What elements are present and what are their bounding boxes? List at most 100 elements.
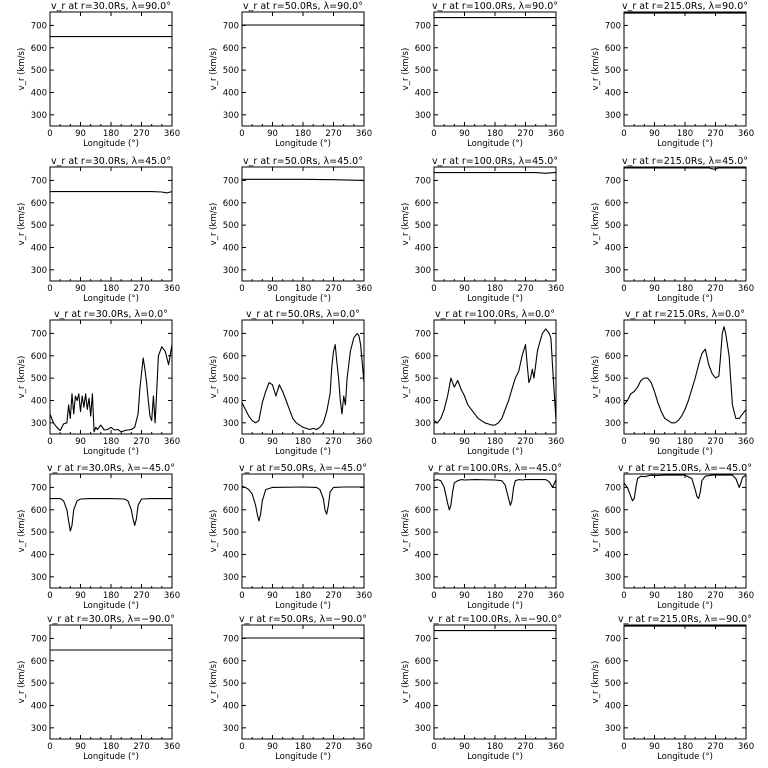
x-tick-label: 0 (621, 129, 626, 139)
x-tick-label: 90 (75, 591, 86, 601)
x-tick-label: 180 (487, 284, 503, 294)
x-axis-label: Longitude (°) (83, 752, 139, 762)
x-axis-label: Longitude (°) (467, 752, 523, 762)
y-tick-label: 700 (605, 176, 621, 186)
y-tick-label: 500 (31, 66, 47, 76)
y-tick-label: 300 (223, 419, 239, 429)
x-tick-label: 270 (517, 437, 533, 447)
panel-title: v_r at r=30.0Rs, λ=45.0° (51, 156, 171, 167)
x-tick-label: 90 (267, 591, 278, 601)
x-axis-label: Longitude (°) (275, 447, 331, 457)
x-tick-label: 180 (295, 591, 311, 601)
x-axis-label: Longitude (°) (657, 294, 713, 304)
plot-frame (433, 624, 557, 740)
x-tick-label: 90 (75, 437, 86, 447)
x-tick-label: 90 (459, 742, 470, 752)
plot-frame (241, 319, 365, 435)
y-tick-label: 400 (605, 243, 621, 253)
x-tick-label: 360 (164, 437, 180, 447)
y-tick-label: 400 (31, 88, 47, 98)
x-tick-label: 180 (487, 129, 503, 139)
y-tick-label: 600 (223, 352, 239, 362)
y-tick-label: 500 (415, 679, 431, 689)
y-tick-label: 400 (415, 88, 431, 98)
x-tick-label: 180 (677, 437, 693, 447)
x-tick-label: 270 (707, 284, 723, 294)
y-tick-label: 300 (31, 111, 47, 121)
x-tick-label: 90 (75, 284, 86, 294)
y-axis-label: v_r (km/s) (17, 203, 27, 246)
panel-title: v_r at r=215.0Rs, λ=45.0° (622, 156, 748, 167)
y-tick-label: 700 (31, 483, 47, 493)
x-tick-label: 270 (517, 742, 533, 752)
y-tick-label: 500 (223, 528, 239, 538)
x-tick-label: 0 (239, 591, 244, 601)
series-line (434, 171, 557, 174)
x-tick-label: 180 (103, 591, 119, 601)
x-tick-label: 90 (649, 129, 660, 139)
x-tick-label: 360 (164, 129, 180, 139)
y-axis-label: v_r (km/s) (591, 48, 601, 91)
x-tick-label: 90 (267, 437, 278, 447)
y-tick-label: 500 (605, 66, 621, 76)
y-tick-label: 600 (31, 199, 47, 209)
panel-10: v_r at r=50.0Rs, λ=0.0° 0 90 180 270 360 300 40… (209, 309, 372, 457)
y-tick-label: 500 (605, 374, 621, 384)
x-tick-label: 180 (295, 129, 311, 139)
x-tick-label: 270 (707, 129, 723, 139)
x-tick-label: 0 (621, 437, 626, 447)
plot-frame (623, 319, 747, 435)
x-axis-label: Longitude (°) (467, 601, 523, 611)
series-line (49, 344, 173, 433)
y-tick-label: 700 (31, 634, 47, 644)
y-tick-label: 300 (223, 111, 239, 121)
x-tick-label: 360 (356, 742, 372, 752)
y-axis-label: v_r (km/s) (17, 48, 27, 91)
y-axis-label: v_r (km/s) (401, 661, 411, 704)
x-tick-label: 360 (548, 591, 564, 601)
x-axis-label: Longitude (°) (275, 294, 331, 304)
y-tick-label: 400 (605, 550, 621, 560)
x-tick-label: 180 (103, 129, 119, 139)
x-tick-label: 270 (707, 591, 723, 601)
x-tick-label: 90 (649, 284, 660, 294)
y-tick-label: 600 (415, 506, 431, 516)
y-tick-label: 300 (223, 573, 239, 583)
x-tick-label: 180 (103, 284, 119, 294)
y-tick-label: 300 (605, 111, 621, 121)
x-axis-label: Longitude (°) (83, 447, 139, 457)
y-tick-label: 700 (415, 329, 431, 339)
x-tick-label: 90 (459, 437, 470, 447)
x-tick-label: 0 (431, 129, 436, 139)
y-tick-label: 600 (605, 506, 621, 516)
x-tick-label: 0 (47, 742, 52, 752)
y-tick-label: 400 (31, 396, 47, 406)
x-tick-label: 360 (738, 591, 754, 601)
x-tick-label: 270 (517, 129, 533, 139)
panel-title: v_r at r=215.0Rs, λ=0.0° (625, 309, 745, 320)
series-line (623, 326, 747, 424)
x-tick-label: 0 (47, 437, 52, 447)
x-tick-label: 270 (133, 284, 149, 294)
panel-7: v_r at r=100.0Rs, λ=45.0° 0 90 180 270 360 300… (401, 156, 564, 304)
x-axis-label: Longitude (°) (467, 294, 523, 304)
y-tick-label: 500 (415, 221, 431, 231)
y-tick-label: 300 (605, 724, 621, 734)
x-axis-label: Longitude (°) (657, 139, 713, 149)
x-axis-label: Longitude (°) (275, 601, 331, 611)
y-tick-label: 400 (415, 396, 431, 406)
plot-frame (49, 473, 173, 589)
x-tick-label: 180 (295, 742, 311, 752)
panel-title: v_r at r=50.0Rs, λ=−45.0° (239, 463, 367, 474)
y-axis-label: v_r (km/s) (401, 203, 411, 246)
y-tick-label: 500 (415, 528, 431, 538)
y-tick-label: 400 (415, 550, 431, 560)
y-tick-label: 500 (31, 374, 47, 384)
y-tick-label: 400 (605, 88, 621, 98)
panel-title: v_r at r=100.0Rs, λ=−90.0° (428, 614, 562, 625)
panel-title: v_r at r=215.0Rs, λ=−90.0° (618, 614, 752, 625)
y-tick-label: 400 (223, 550, 239, 560)
panel-3: v_r at r=100.0Rs, λ=90.0° 0 90 180 270 360 300… (401, 1, 564, 149)
x-tick-label: 360 (548, 284, 564, 294)
plot-frame (433, 319, 557, 435)
